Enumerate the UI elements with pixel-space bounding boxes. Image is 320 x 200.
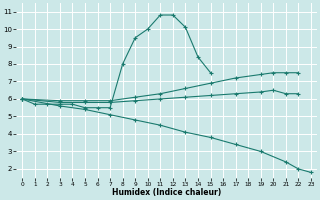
X-axis label: Humidex (Indice chaleur): Humidex (Indice chaleur) [112, 188, 221, 197]
